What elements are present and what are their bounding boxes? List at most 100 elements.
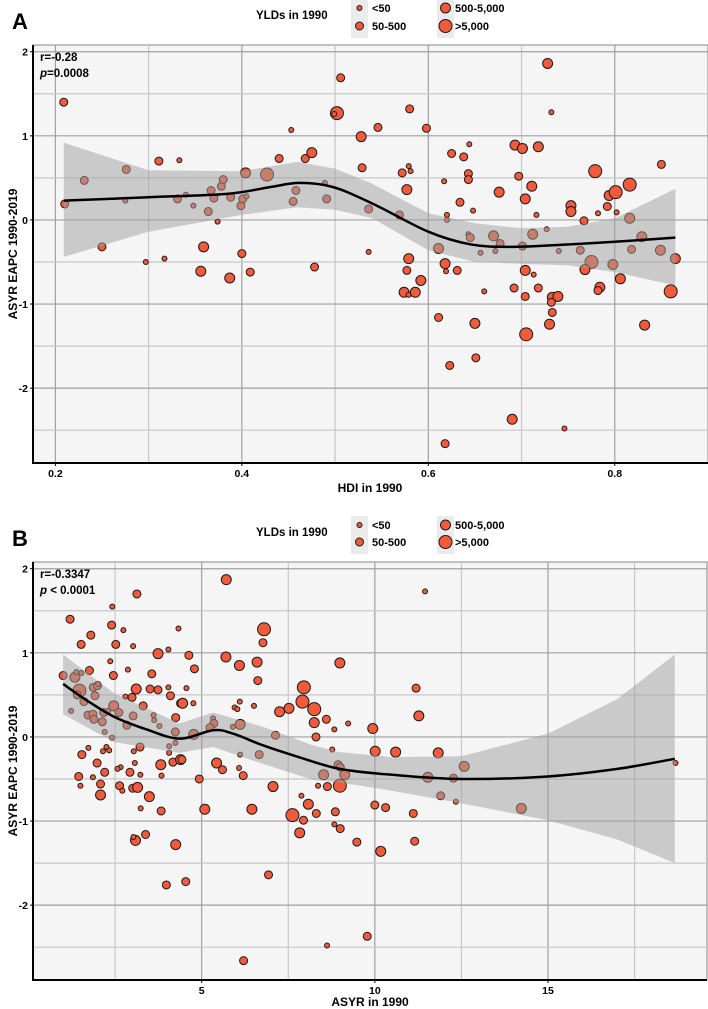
data-point bbox=[298, 792, 305, 799]
data-point bbox=[99, 748, 106, 755]
data-point bbox=[373, 122, 383, 132]
y-tick-label: 2 bbox=[22, 47, 28, 59]
data-point bbox=[233, 659, 245, 671]
data-point bbox=[459, 152, 469, 162]
data-point bbox=[532, 141, 544, 153]
data-point bbox=[170, 839, 182, 851]
data-point bbox=[561, 425, 568, 432]
data-point bbox=[311, 732, 321, 742]
data-point bbox=[177, 697, 189, 709]
legend-dot-lt50 bbox=[356, 5, 363, 11]
legend-label-gt5000: >5,000 bbox=[455, 21, 489, 33]
data-point bbox=[108, 671, 118, 681]
data-point bbox=[533, 283, 543, 293]
data-point bbox=[434, 312, 444, 322]
data-point bbox=[120, 627, 127, 634]
data-point bbox=[547, 307, 557, 317]
data-point bbox=[408, 808, 418, 818]
data-point bbox=[294, 827, 306, 839]
x-tick-label: 15 bbox=[542, 985, 554, 997]
legend-dot-lt50 bbox=[356, 522, 363, 528]
data-point bbox=[184, 650, 194, 660]
data-point bbox=[370, 800, 380, 810]
stat-p-symbol: p bbox=[39, 585, 47, 597]
legend-dot-gt5000 bbox=[438, 19, 453, 33]
data-point bbox=[608, 185, 623, 200]
stat-r: r=-0.3347 bbox=[40, 569, 90, 581]
data-point bbox=[267, 781, 279, 793]
data-point bbox=[137, 771, 144, 778]
data-point bbox=[613, 209, 620, 216]
data-point bbox=[548, 109, 555, 116]
stat-p-symbol: p bbox=[39, 68, 47, 80]
data-point bbox=[514, 171, 524, 181]
data-point bbox=[324, 942, 331, 949]
data-point bbox=[357, 163, 367, 173]
data-point bbox=[246, 803, 258, 815]
data-point bbox=[409, 286, 421, 298]
legend: YLDs in 1990 <50 50-500 500-5,000 >5,000 bbox=[256, 516, 505, 554]
data-point bbox=[622, 177, 637, 192]
legend-key-bg bbox=[351, 0, 368, 38]
x-tick-label: 0.6 bbox=[421, 468, 436, 480]
data-point bbox=[375, 845, 387, 857]
data-point bbox=[470, 207, 477, 214]
data-point bbox=[165, 646, 172, 653]
data-point bbox=[516, 142, 528, 154]
data-point bbox=[283, 702, 295, 714]
data-point bbox=[519, 327, 534, 342]
data-point bbox=[533, 211, 540, 218]
data-point bbox=[274, 706, 286, 718]
data-point bbox=[335, 824, 345, 834]
data-point bbox=[77, 750, 87, 760]
data-point bbox=[111, 639, 121, 649]
data-point bbox=[158, 772, 165, 779]
data-point bbox=[295, 694, 310, 709]
legend-title: YLDs in 1990 bbox=[256, 527, 328, 539]
stat-p: p < 0.0001 bbox=[39, 585, 96, 597]
data-point bbox=[288, 126, 295, 133]
data-point bbox=[443, 211, 450, 218]
x-axis-title: ASYR in 1990 bbox=[331, 995, 409, 1009]
data-point bbox=[593, 286, 603, 296]
x-tick-label: 10 bbox=[369, 985, 381, 997]
data-point bbox=[258, 638, 268, 648]
data-point bbox=[452, 265, 462, 275]
data-point bbox=[331, 110, 338, 117]
data-point bbox=[594, 210, 601, 217]
data-point bbox=[109, 603, 116, 610]
data-point bbox=[96, 779, 106, 789]
data-point bbox=[352, 837, 362, 847]
data-point bbox=[195, 265, 207, 277]
data-point bbox=[463, 175, 473, 185]
y-tick-label: 0 bbox=[22, 732, 28, 744]
data-point bbox=[367, 723, 379, 735]
data-point bbox=[307, 702, 322, 717]
data-point bbox=[77, 782, 84, 789]
data-point bbox=[565, 206, 577, 218]
data-point bbox=[234, 706, 241, 713]
x-tick-label: 5 bbox=[199, 985, 205, 997]
y-tick-label: 1 bbox=[22, 131, 28, 143]
data-point bbox=[89, 774, 96, 781]
data-point bbox=[506, 413, 518, 425]
legend-title: YLDs in 1990 bbox=[256, 10, 328, 22]
data-point bbox=[602, 201, 612, 211]
data-point bbox=[336, 73, 346, 83]
data-point bbox=[493, 186, 505, 198]
data-point bbox=[165, 684, 172, 691]
data-point bbox=[119, 787, 126, 794]
stat-p-value: =0.0008 bbox=[47, 68, 89, 80]
data-point bbox=[299, 815, 309, 825]
data-point bbox=[274, 154, 284, 164]
data-point bbox=[300, 154, 310, 164]
legend-label-500-5000: 500-5,000 bbox=[455, 520, 505, 532]
legend-dot-500-5000 bbox=[440, 519, 451, 531]
data-point bbox=[147, 669, 157, 679]
legend-dot-50-500 bbox=[355, 537, 364, 547]
data-point bbox=[176, 157, 183, 164]
data-point bbox=[331, 726, 338, 733]
data-point bbox=[154, 156, 164, 166]
data-point bbox=[542, 58, 554, 70]
